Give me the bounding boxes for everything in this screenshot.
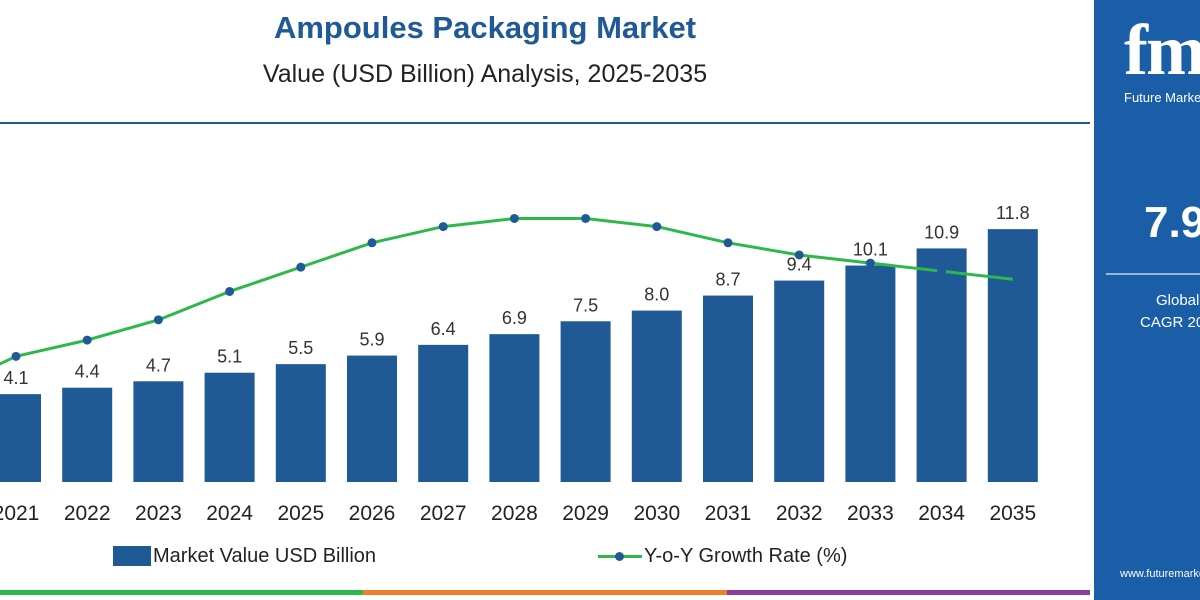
growth-point-2022	[82, 335, 92, 345]
x-tick-2024: 2024	[206, 502, 253, 525]
data-label-2022: 4.4	[75, 362, 100, 382]
data-label-2035: 11.8	[996, 203, 1030, 223]
bar-2029	[560, 321, 611, 482]
x-tick-2021: 2021	[0, 502, 39, 525]
data-label-2025: 5.5	[288, 338, 313, 358]
brand-name: Future Market Insights	[1124, 90, 1200, 105]
data-label-2023: 4.7	[146, 355, 171, 375]
x-tick-2029: 2029	[562, 502, 609, 525]
growth-point-2030	[652, 222, 662, 232]
panel-divider	[1106, 273, 1200, 275]
growth-point-2031	[723, 238, 733, 248]
data-label-2032: 9.4	[787, 255, 812, 275]
website-url: www.futuremarketinsights.com	[1120, 568, 1200, 580]
cagr-caption-period: CAGR 2025-2035	[1140, 314, 1200, 331]
x-tick-2033: 2033	[847, 502, 894, 525]
data-label-2034: 10.9	[924, 222, 959, 242]
bar-2028	[489, 334, 540, 482]
x-tick-2025: 2025	[277, 502, 324, 525]
x-tick-2034: 2034	[918, 502, 965, 525]
bar-2023	[133, 381, 184, 482]
data-label-2031: 8.7	[715, 270, 740, 290]
data-label-2028: 6.9	[502, 308, 527, 328]
cagr-value: 7.9%	[1144, 198, 1200, 247]
brand-logo: fmi	[1124, 10, 1200, 90]
legend-label-growth-rate: Y-o-Y Growth Rate (%)	[644, 544, 848, 567]
data-label-2024: 5.1	[217, 347, 242, 367]
x-tick-2031: 2031	[705, 502, 752, 525]
x-tick-2032: 2032	[776, 502, 823, 525]
chart-title: Ampoules Packaging Market	[273, 10, 697, 45]
data-label-2027: 6.4	[431, 319, 456, 339]
legend: Market Value USD Billion Y-o-Y Growth Ra…	[0, 540, 1090, 574]
x-axis-ticks: 2021 2022 2023 2024 2025 2026 2027 2028 2029 2030…	[0, 502, 1036, 525]
growth-point-2033	[865, 258, 875, 268]
growth-line-layer	[0, 213, 1013, 366]
bar-2032	[774, 280, 825, 482]
bottom-color-strip	[0, 590, 1090, 595]
strip-segment-purple	[726, 590, 1090, 595]
legend-item-growth-rate: Y-o-Y Growth Rate (%)	[598, 540, 847, 572]
x-tick-2028: 2028	[491, 502, 538, 525]
side-panel: fmi Future Market Insights 7.9% Global C…	[1090, 0, 1200, 600]
chart-plot: 4.1 4.4 4.7 5.1 5.5 5.9 6.4 6.9 7.5 8.0 8.7 9.4 10.1…	[0, 203, 1038, 525]
chart-subtitle: Value (USD Billion) Analysis, 2025-2035	[262, 60, 708, 88]
growth-point-2024	[225, 286, 235, 296]
legend-line-swatch	[598, 546, 642, 566]
growth-point-2032	[794, 250, 804, 260]
growth-point-2034	[937, 266, 947, 276]
cagr-caption-global: Global	[1156, 292, 1200, 309]
bar-2024	[204, 372, 255, 482]
bar-2026	[347, 355, 397, 482]
strip-segment-green	[0, 590, 364, 595]
data-label-2021: 4.1	[3, 368, 28, 388]
growth-line	[0, 216, 1013, 366]
bar-2022	[62, 387, 113, 482]
data-label-2033: 10.1	[853, 240, 888, 260]
x-tick-2026: 2026	[349, 502, 396, 525]
legend-item-market-value: Market Value USD Billion	[113, 540, 376, 572]
strip-segment-orange	[363, 590, 727, 595]
title-divider	[0, 122, 1090, 124]
bar-2021	[0, 394, 41, 482]
growth-point-2023	[153, 315, 163, 325]
bars-layer	[0, 229, 1038, 482]
data-label-2030: 8.0	[644, 285, 669, 305]
bar-2030	[631, 310, 682, 482]
bar-2031	[703, 295, 753, 482]
data-labels-layer: 4.1 4.4 4.7 5.1 5.5 5.9 6.4 6.9 7.5 8.0 8.7 9.4 10.1…	[3, 203, 1029, 388]
growth-point-2028	[509, 213, 519, 223]
x-tick-2027: 2027	[420, 502, 467, 525]
data-label-2026: 5.9	[359, 330, 384, 350]
growth-point-2026	[367, 238, 377, 248]
growth-point-2027	[438, 222, 448, 232]
growth-point-2025	[296, 262, 306, 272]
x-tick-2030: 2030	[633, 502, 680, 525]
bar-2034	[916, 248, 967, 482]
bar-2035	[987, 229, 1038, 482]
bar-2027	[418, 344, 469, 482]
data-label-2029: 7.5	[573, 295, 598, 315]
x-tick-2023: 2023	[135, 502, 182, 525]
x-tick-2022: 2022	[64, 502, 111, 525]
bar-2025	[275, 364, 326, 482]
legend-label-market-value: Market Value USD Billion	[153, 544, 377, 567]
growth-point-2021	[11, 351, 21, 361]
legend-bar-swatch	[113, 546, 151, 566]
growth-point-2029	[581, 213, 591, 223]
bar-2033	[845, 265, 896, 482]
x-tick-2035: 2035	[989, 502, 1036, 525]
